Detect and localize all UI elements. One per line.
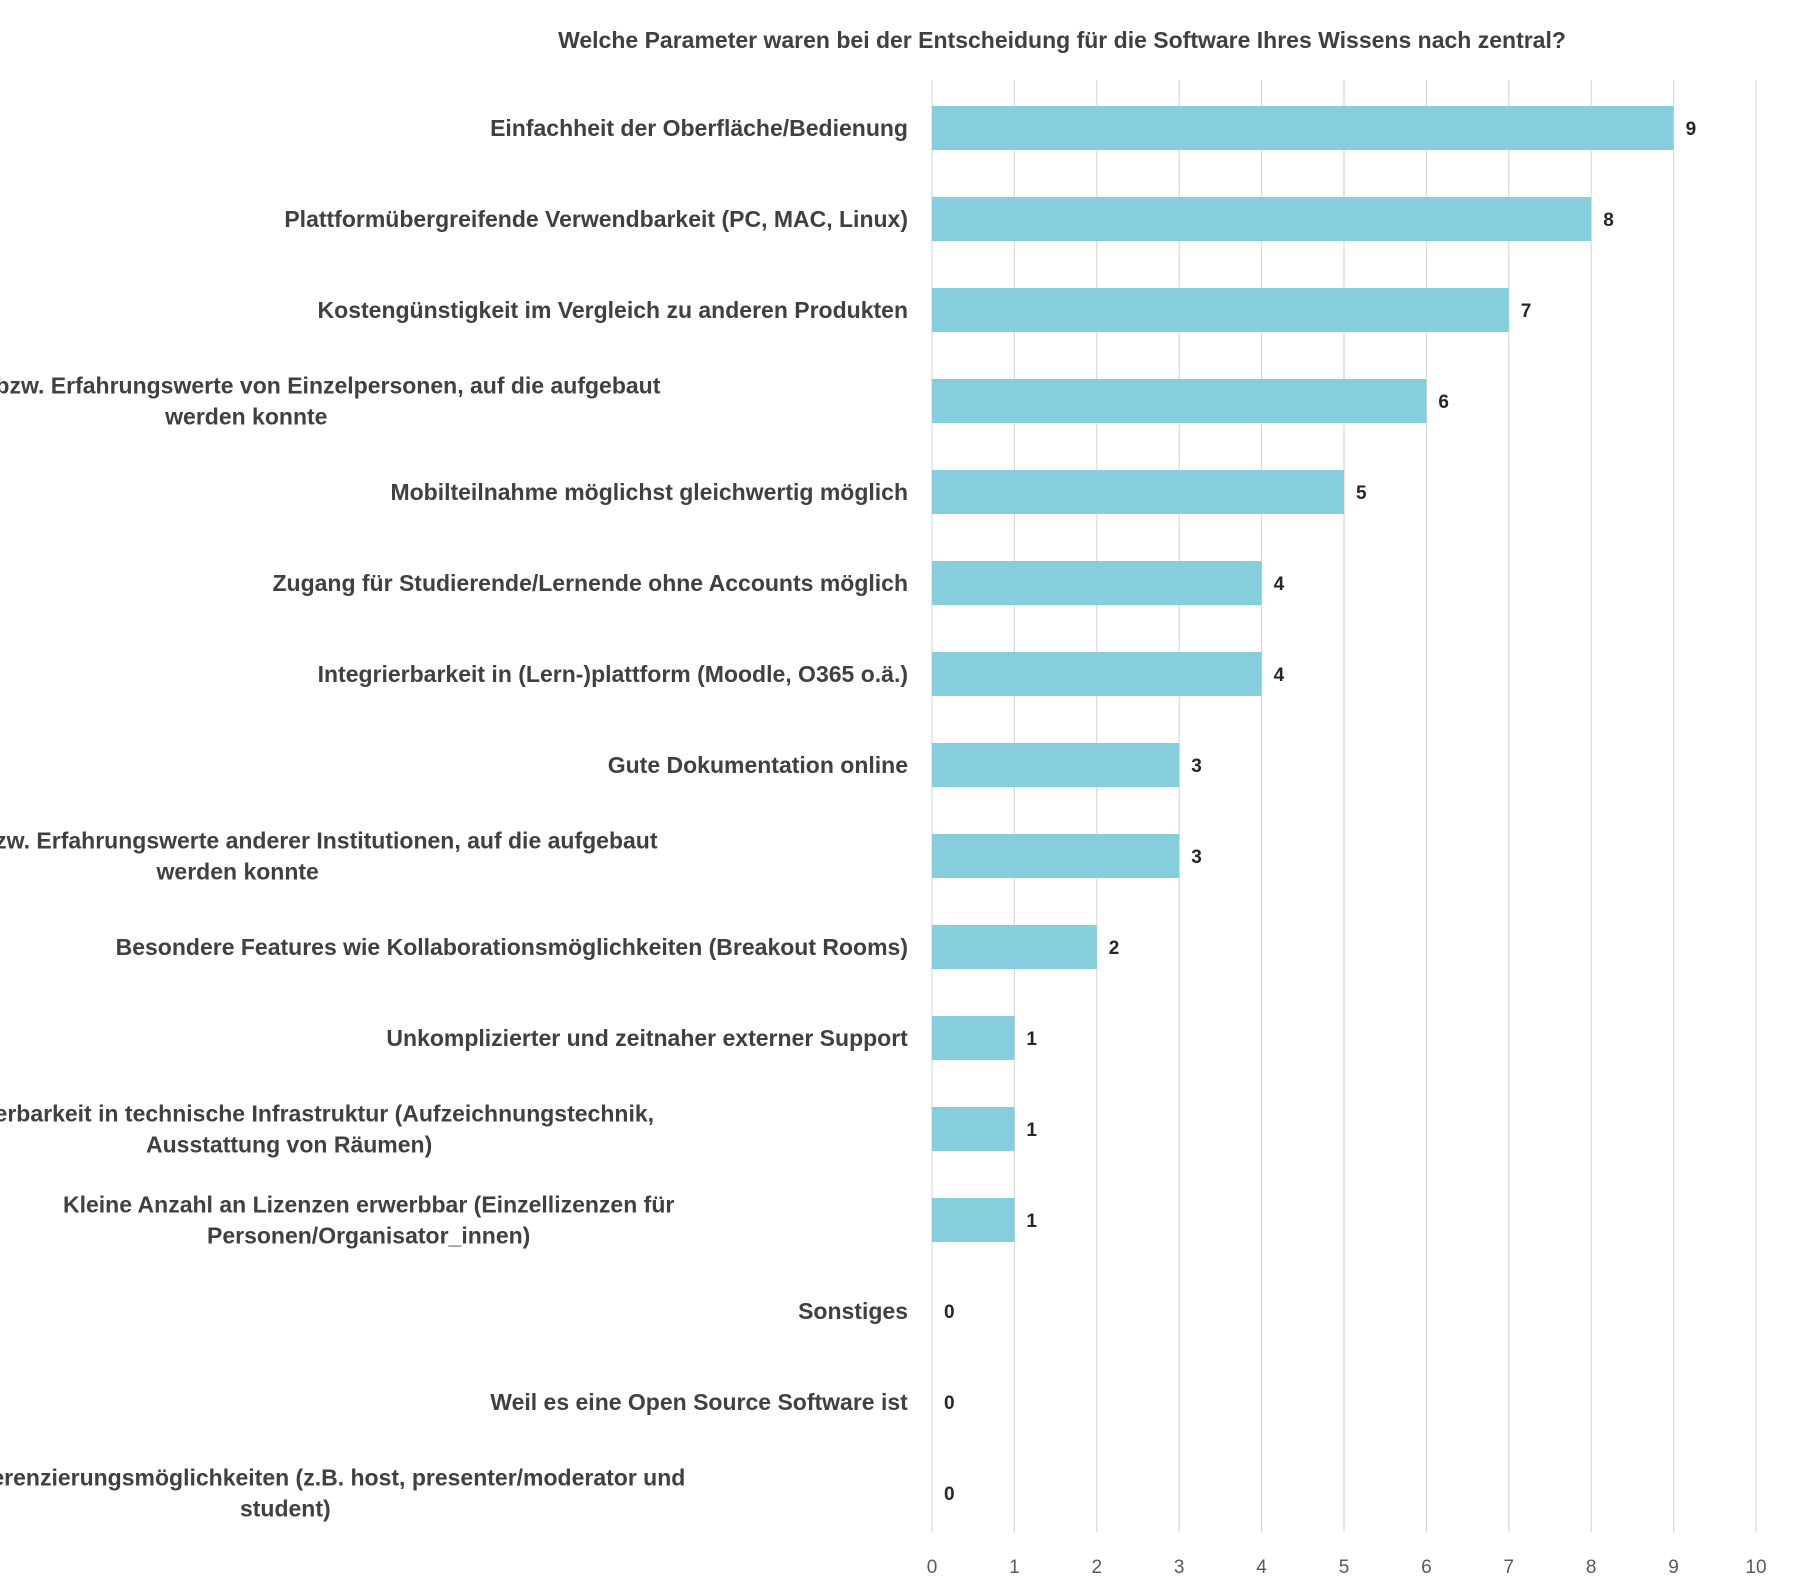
- x-tick-label: 10: [1745, 1557, 1766, 1578]
- bar: [932, 1198, 1015, 1242]
- x-tick-label: 7: [1504, 1557, 1515, 1578]
- data-label: 0: [944, 1393, 955, 1414]
- data-label: 9: [1686, 119, 1697, 140]
- x-tick-label: 9: [1668, 1557, 1679, 1578]
- x-tick-label: 2: [1092, 1557, 1103, 1578]
- data-label: 1: [1026, 1211, 1037, 1232]
- data-label: 3: [1191, 756, 1202, 777]
- bar: [932, 470, 1344, 514]
- x-tick-label: 8: [1586, 1557, 1597, 1578]
- data-label: 5: [1356, 483, 1367, 504]
- data-label: 4: [1274, 574, 1285, 595]
- category-label: Rollendifferenzierungsmöglichkeiten (z.B…: [0, 1465, 685, 1522]
- category-label: Unkomplizierter und zeitnaher externer S…: [386, 1025, 908, 1051]
- data-label: 0: [944, 1484, 955, 1505]
- category-label: Integrierbarkeit in technische Infrastru…: [0, 1101, 654, 1158]
- data-labels: 9 8 7 6 5 4 4 3 3 2 1 1 1 0 0 0: [944, 119, 1696, 1505]
- x-tick-label: 0: [927, 1557, 938, 1578]
- category-labels: Einfachheit der Oberfläche/Bedienung Plat…: [0, 115, 908, 1522]
- category-label: Plattformübergreifende Verwendbarkeit (P…: [284, 206, 908, 232]
- bar: [932, 561, 1262, 605]
- x-tick-label: 5: [1339, 1557, 1350, 1578]
- category-label: Kostengünstigkeit im Vergleich zu andere…: [318, 297, 908, 323]
- x-tick-label: 1: [1009, 1557, 1020, 1578]
- category-label: Vorkenntnisse bzw. Erfahrungswerte ander…: [0, 828, 658, 885]
- category-label: Kleine Anzahl an Lizenzen erwerbbar (Ein…: [63, 1192, 674, 1249]
- x-tick-label: 6: [1421, 1557, 1432, 1578]
- data-label: 2: [1109, 938, 1120, 959]
- category-label: Mobilteilnahme möglichst gleichwertig mö…: [390, 479, 908, 505]
- bar: [932, 379, 1427, 423]
- bar: [932, 197, 1592, 241]
- category-label: Besondere Features wie Kollaborationsmög…: [116, 934, 908, 960]
- data-label: 7: [1521, 301, 1532, 322]
- x-axis-ticks: 0 1 2 3 4 5 6 7 8 9 10: [927, 1557, 1767, 1578]
- data-label: 1: [1026, 1029, 1037, 1050]
- bar: [932, 1107, 1015, 1151]
- data-label: 1: [1026, 1120, 1037, 1141]
- category-label: Vorkenntnisse bzw. Erfahrungswerte von E…: [0, 373, 661, 430]
- bar: [932, 925, 1097, 969]
- bar: [932, 1016, 1015, 1060]
- bar: [932, 288, 1509, 332]
- data-label: 3: [1191, 847, 1202, 868]
- data-label: 0: [944, 1302, 955, 1323]
- bar: [932, 743, 1180, 787]
- category-label: Sonstiges: [798, 1298, 908, 1324]
- data-label: 8: [1603, 210, 1614, 231]
- category-label: Gute Dokumentation online: [608, 752, 908, 778]
- data-label: 6: [1438, 392, 1449, 413]
- bars: [932, 106, 1674, 1242]
- category-label: Weil es eine Open Source Software ist: [490, 1389, 908, 1415]
- chart-title: Welche Parameter waren bei der Entscheid…: [558, 27, 1566, 53]
- bar: [932, 106, 1674, 150]
- x-tick-label: 3: [1174, 1557, 1185, 1578]
- bar: [932, 652, 1262, 696]
- bar: [932, 834, 1180, 878]
- category-label: Einfachheit der Oberfläche/Bedienung: [490, 115, 908, 141]
- category-label: Integrierbarkeit in (Lern-)plattform (Mo…: [318, 661, 908, 687]
- data-label: 4: [1274, 665, 1285, 686]
- x-tick-label: 4: [1256, 1557, 1267, 1578]
- category-label: Zugang für Studierende/Lernende ohne Acc…: [272, 570, 908, 596]
